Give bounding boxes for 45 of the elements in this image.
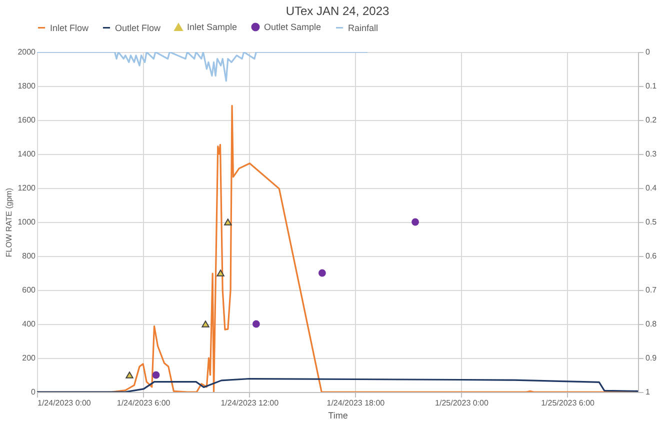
point: [152, 371, 160, 379]
x-axis-title: Time: [328, 410, 348, 420]
y-tick-label: 0: [31, 388, 36, 396]
legend-label: Outlet Sample: [264, 22, 322, 32]
y-tick-label: 2000: [18, 48, 36, 56]
point: [216, 270, 224, 276]
y2-tick-label: 0: [646, 48, 650, 56]
y-tick-label: 1800: [18, 82, 36, 90]
y-tick-label: 1200: [18, 184, 36, 192]
y-tick-label: 1000: [18, 218, 36, 226]
y2-tick-label: 0.9: [646, 354, 658, 362]
y2-tick-label: 1: [646, 388, 650, 396]
x-tick-label: 1/25/2023 0:00: [435, 398, 489, 408]
point: [252, 320, 260, 328]
y2-tick-label: 0.6: [646, 252, 658, 260]
y2-tick-label: 0.5: [646, 218, 658, 226]
line-series: [37, 52, 368, 82]
chart-title: UTex JAN 24, 2023: [286, 4, 390, 18]
y-tick-label: 200: [22, 354, 36, 362]
y2-tick-label: 0.8: [646, 320, 658, 328]
y2-tick-label: 0.1: [646, 82, 658, 90]
y2-tick-label: 0.7: [646, 286, 658, 294]
x-tick-label: 1/24/2023 18:00: [326, 398, 386, 408]
y-axis-title: FLOW RATE (gpm): [4, 188, 14, 258]
x-tick-label: 1/24/2023 12:00: [220, 398, 280, 408]
y-tick-label: 1400: [18, 150, 36, 158]
y-tick-label: 800: [22, 252, 36, 260]
point: [224, 218, 232, 226]
legend-label: Rainfall: [348, 22, 378, 33]
y2-tick-label: 0.4: [646, 184, 658, 192]
y-tick-label: 400: [22, 320, 36, 328]
x-tick-label: 1/25/2023 6:00: [541, 398, 596, 408]
y2-tick-label: 0.3: [646, 150, 658, 158]
y-tick-label: 1600: [18, 116, 36, 124]
x-tick-label: 1/24/2023 0:00: [38, 398, 92, 408]
point: [126, 372, 134, 378]
legend-label: Outlet Flow: [115, 22, 162, 33]
legend-label: Inlet Sample: [187, 22, 238, 32]
point: [202, 320, 210, 328]
point: [412, 218, 419, 226]
legend-label: Inlet Flow: [50, 22, 90, 33]
y-tick-label: 600: [22, 286, 36, 294]
y2-tick-label: 0.2: [646, 116, 658, 124]
x-tick-label: 1/24/2023 6:00: [116, 398, 171, 408]
point: [318, 269, 326, 277]
